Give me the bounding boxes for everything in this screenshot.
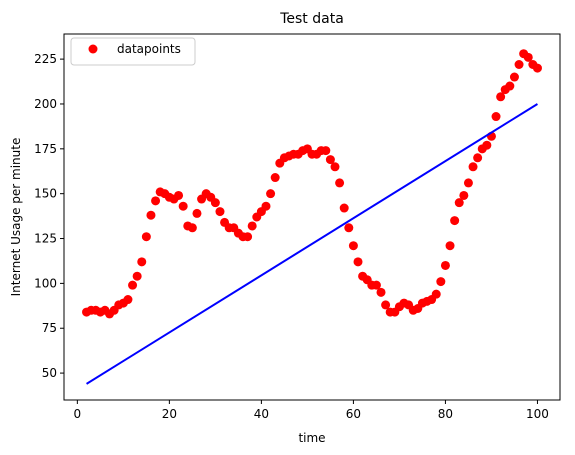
data-point: [463, 178, 473, 188]
data-point: [243, 232, 253, 242]
data-point: [431, 289, 441, 299]
data-point: [151, 196, 161, 206]
data-point: [123, 295, 133, 305]
data-point: [491, 112, 501, 122]
data-point: [187, 223, 197, 233]
data-point: [532, 63, 542, 73]
y-tick-label: 100: [34, 276, 57, 290]
data-point: [445, 241, 455, 251]
x-axis: 0 20 40 60 80 100: [74, 400, 549, 421]
data-point: [348, 241, 358, 251]
data-point: [523, 52, 533, 62]
trend-line: [86, 103, 538, 385]
y-tick-label: 175: [34, 142, 57, 156]
x-tick-label: 40: [254, 407, 269, 421]
data-point: [459, 190, 469, 200]
data-point: [270, 173, 280, 183]
data-point: [450, 216, 460, 226]
data-point: [436, 277, 446, 287]
data-point: [210, 198, 220, 208]
data-point: [509, 72, 519, 82]
data-point: [440, 260, 450, 270]
axes-frame: [63, 33, 561, 401]
y-tick-label: 125: [34, 232, 57, 246]
data-point: [454, 198, 464, 208]
chart-title: Test data: [279, 11, 344, 27]
data-point: [132, 271, 142, 281]
y-axis-label: Internet Usage per minute: [9, 138, 23, 297]
data-point: [353, 257, 363, 267]
data-point: [128, 280, 138, 290]
data-point: [344, 223, 354, 233]
y-axis: 50 75 100 125 150 175 200 225: [34, 52, 64, 380]
data-point: [381, 300, 391, 310]
y-tick-label: 150: [34, 187, 57, 201]
plot-area: [82, 49, 542, 385]
x-tick-label: 100: [526, 407, 549, 421]
data-point: [266, 189, 276, 199]
x-tick-label: 0: [74, 407, 82, 421]
legend: datapoints: [70, 37, 196, 66]
data-point: [482, 140, 492, 150]
data-point: [178, 201, 188, 211]
data-point: [339, 203, 349, 213]
x-axis-label: time: [298, 431, 325, 445]
data-point: [371, 280, 381, 290]
data-point: [141, 232, 151, 242]
data-point: [137, 257, 147, 267]
y-tick-label: 225: [34, 52, 57, 66]
x-tick-label: 20: [162, 407, 177, 421]
data-point: [192, 208, 202, 218]
y-tick-label: 200: [34, 97, 57, 111]
data-point: [376, 287, 386, 297]
y-tick-label: 50: [42, 366, 57, 380]
data-point: [496, 92, 506, 102]
data-point: [247, 221, 257, 231]
data-point: [321, 146, 331, 156]
data-point: [335, 178, 345, 188]
x-tick-label: 80: [438, 407, 453, 421]
legend-label-datapoints: datapoints: [117, 42, 181, 56]
data-point: [514, 60, 524, 69]
data-point: [215, 207, 225, 217]
data-point: [473, 153, 483, 163]
data-point: [505, 81, 515, 91]
x-tick-label: 60: [346, 407, 361, 421]
y-tick-label: 75: [42, 321, 57, 335]
data-point: [330, 162, 340, 172]
legend-box: [70, 37, 196, 66]
data-point: [468, 162, 478, 172]
legend-marker-datapoints: [88, 44, 98, 54]
data-point: [174, 190, 184, 200]
data-point: [261, 201, 271, 211]
data-point: [146, 210, 156, 220]
data-point: [325, 155, 335, 165]
